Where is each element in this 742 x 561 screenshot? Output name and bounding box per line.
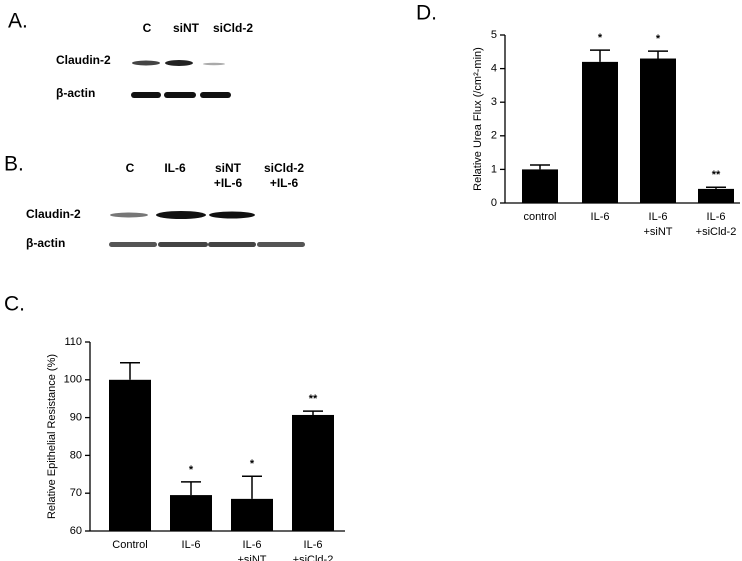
- x-tick-label: IL-6 +siNT: [643, 211, 672, 238]
- y-tick-label: 0: [491, 197, 497, 209]
- row-label: β-actin: [56, 86, 95, 100]
- bar: [170, 495, 212, 531]
- y-axis-label: Relative Epithelial Resistance (%): [46, 354, 58, 519]
- error-bar: [590, 49, 610, 62]
- bar: [640, 58, 676, 203]
- y-tick-label: 70: [70, 487, 82, 499]
- lane-label: siCld-2: [213, 21, 253, 35]
- annotation: *: [656, 33, 661, 45]
- panel-label: B.: [4, 153, 24, 176]
- annotation: **: [712, 169, 721, 181]
- y-tick-label: 110: [64, 336, 82, 348]
- y-tick-label: 2: [491, 130, 497, 142]
- y-tick-label: 5: [491, 29, 497, 41]
- error-bar: [120, 362, 140, 380]
- bar: [522, 169, 558, 203]
- panel-label: C.: [4, 293, 25, 316]
- panel-label: D.: [416, 2, 437, 25]
- lane-label: IL-6: [164, 161, 186, 175]
- lane-label: C: [143, 21, 152, 35]
- y-tick-label: 1: [491, 163, 497, 175]
- bar: [109, 379, 151, 531]
- y-tick-label: 100: [64, 374, 82, 386]
- y-tick-label: 4: [491, 63, 497, 75]
- error-bar: [530, 164, 550, 170]
- row-label: Claudin-2: [26, 207, 81, 221]
- bar: [231, 498, 273, 531]
- annotation: *: [250, 458, 255, 470]
- lane-label: siNT +IL-6: [214, 161, 243, 190]
- y-tick-label: 90: [70, 412, 82, 424]
- x-tick-label: Control: [112, 539, 147, 551]
- error-bar: [303, 410, 323, 415]
- bar: [698, 188, 734, 203]
- error-bar: [181, 481, 201, 496]
- blot-bands: [131, 60, 231, 98]
- y-tick-label: 80: [70, 449, 82, 461]
- error-bar: [648, 50, 668, 59]
- panel-label: A.: [8, 10, 28, 33]
- y-tick-label: 3: [491, 96, 497, 108]
- x-tick-label: IL-6: [591, 211, 610, 223]
- row-label: Claudin-2: [56, 53, 111, 67]
- lane-label: siCld-2 +IL-6: [264, 161, 304, 190]
- x-tick-label: IL-6 +siNT: [237, 539, 266, 561]
- y-axis-label: Relative Urea Flux (/cm²-min): [472, 47, 484, 191]
- x-tick-label: IL-6 +siCld-2: [696, 211, 737, 238]
- annotation: **: [309, 393, 318, 405]
- x-tick-label: IL-6: [182, 539, 201, 551]
- lane-label: C: [126, 161, 135, 175]
- x-tick-label: control: [523, 211, 556, 223]
- error-bar: [706, 186, 726, 189]
- blot-bands: [109, 211, 305, 247]
- row-label: β-actin: [26, 236, 65, 250]
- x-tick-label: IL-6 +siCld-2: [293, 539, 334, 561]
- lane-label: siNT: [173, 21, 200, 35]
- y-tick-label: 60: [70, 525, 82, 537]
- annotation: *: [598, 32, 603, 44]
- bar: [292, 414, 334, 531]
- annotation: *: [189, 464, 194, 476]
- error-bar: [242, 475, 262, 499]
- bar: [582, 61, 618, 203]
